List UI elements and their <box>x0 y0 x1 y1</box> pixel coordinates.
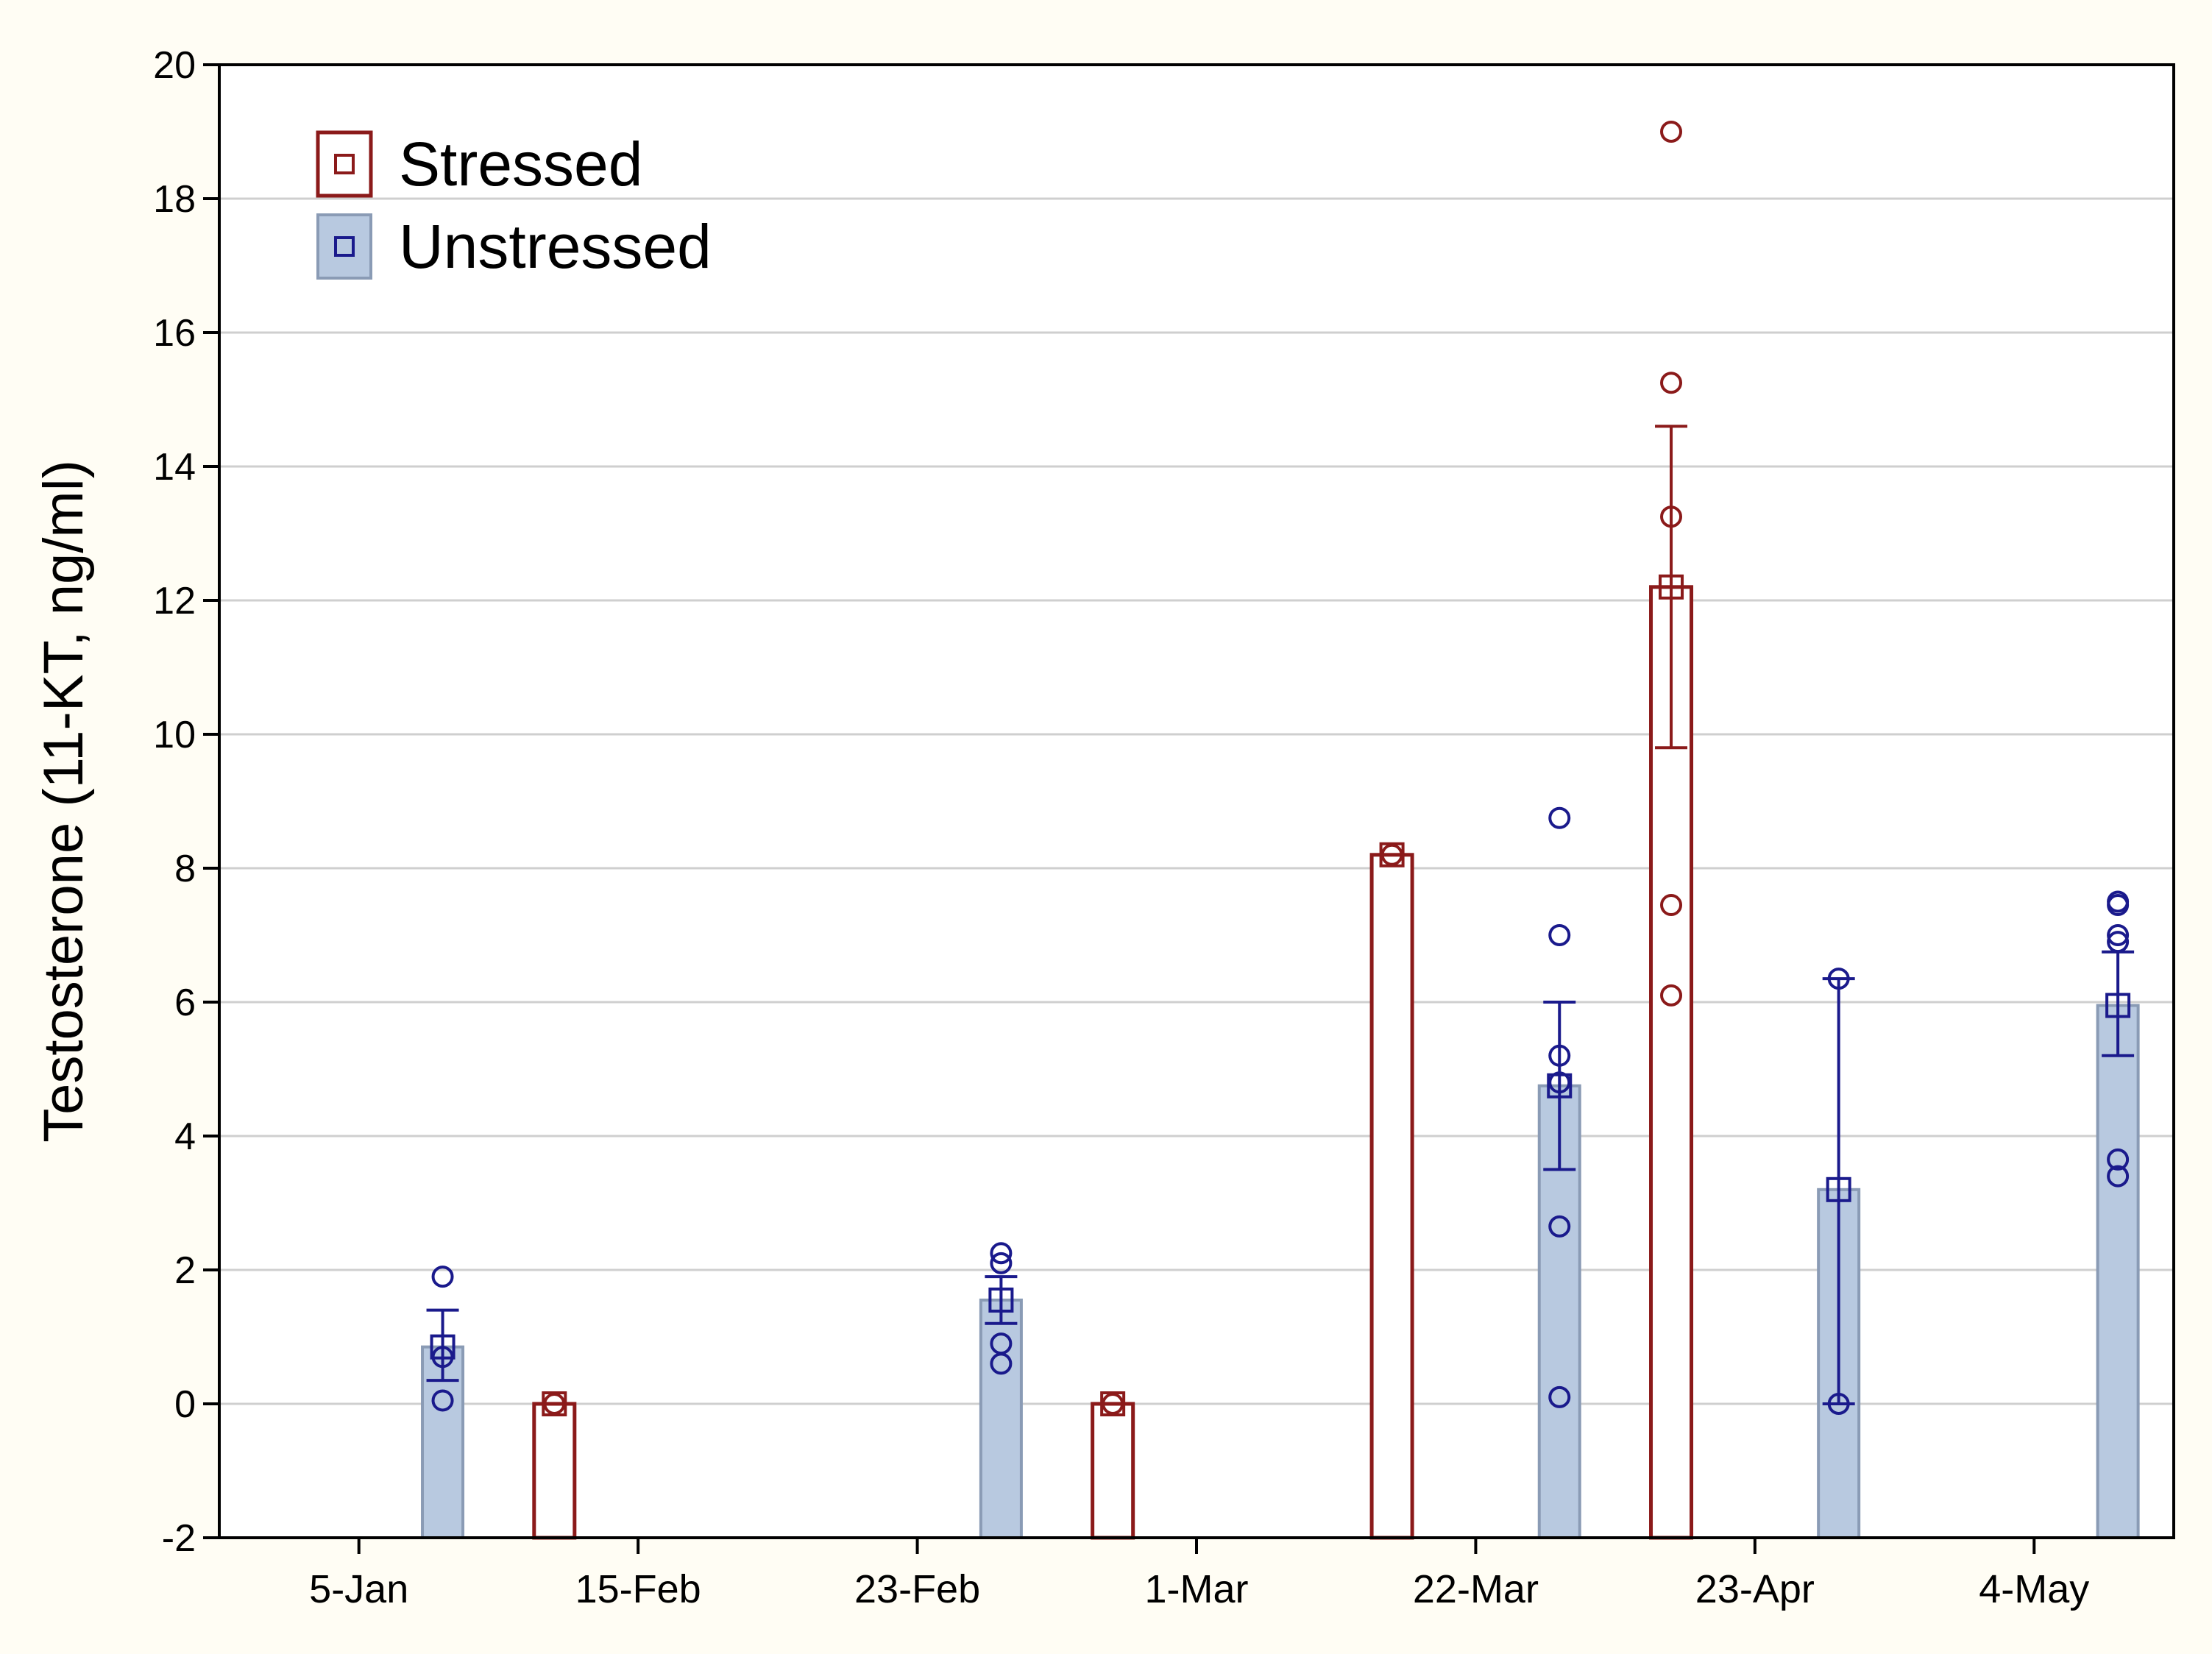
mean-marker-unstressed <box>988 1287 1014 1313</box>
legend-label-unstressed: Unstressed <box>399 212 712 281</box>
data-point-unstressed <box>2107 894 2130 917</box>
data-point-unstressed <box>2107 1148 2130 1171</box>
data-point-unstressed <box>990 1242 1013 1265</box>
mean-marker-stressed <box>1379 842 1405 867</box>
data-point-unstressed <box>1827 1393 1850 1415</box>
legend-swatch-stressed <box>316 130 373 198</box>
data-point-unstressed <box>990 1252 1013 1274</box>
legend-label-stressed: Stressed <box>399 129 643 199</box>
data-point-unstressed <box>2107 1165 2130 1188</box>
mean-marker-unstressed <box>430 1334 455 1360</box>
legend-marker-stressed <box>334 154 355 174</box>
bar-stressed <box>532 1402 577 1540</box>
data-point-stressed <box>1660 505 1683 528</box>
y-tick-label: 20 <box>153 44 196 87</box>
bar-stressed <box>1369 853 1414 1540</box>
x-tick-label: 15-Feb <box>575 1567 701 1611</box>
data-point-unstressed <box>1827 968 1850 990</box>
data-point-unstressed <box>1548 1044 1571 1067</box>
x-tick-label: 23-Feb <box>854 1567 980 1611</box>
data-point-unstressed <box>431 1389 454 1412</box>
bar-unstressed <box>2096 1004 2140 1540</box>
y-tick-label: 16 <box>153 312 196 355</box>
data-point-unstressed <box>1548 924 1571 946</box>
y-tick-label: 8 <box>174 848 196 890</box>
y-tick-label: 18 <box>153 178 196 221</box>
y-tick-label: 4 <box>174 1115 196 1158</box>
y-axis-label: Testosterone (11-KT, ng/ml) <box>32 460 95 1143</box>
data-point-stressed <box>1660 372 1683 394</box>
mean-marker-stressed <box>1659 574 1684 600</box>
legend: Stressed Unstressed <box>316 129 712 281</box>
legend-item-stressed: Stressed <box>316 129 643 199</box>
mean-marker-stressed <box>542 1391 567 1416</box>
legend-marker-unstressed <box>334 236 355 257</box>
x-tick-label: 4-May <box>1979 1567 2089 1611</box>
data-point-stressed <box>1660 894 1683 917</box>
y-axis-ticks: -2 0 2 4 6 8 10 12 14 16 18 20 <box>153 44 219 1560</box>
x-axis-ticks: 5-Jan 15-Feb 23-Feb 1-Mar 22-Mar 23-Apr 4-May <box>309 1538 2089 1611</box>
data-point-unstressed <box>990 1352 1013 1375</box>
x-tick-label: 1-Mar <box>1144 1567 1248 1611</box>
mean-marker-stressed <box>1100 1391 1126 1416</box>
x-tick-label: 5-Jan <box>309 1567 408 1611</box>
data-point-unstressed <box>431 1266 454 1288</box>
error-bars <box>426 425 2135 1405</box>
data-point-unstressed <box>1548 1385 1571 1408</box>
mean-marker-unstressed <box>2105 993 2131 1018</box>
bar-stressed <box>1091 1402 1135 1540</box>
mean-marker-unstressed <box>1826 1176 1851 1202</box>
data-point-unstressed <box>1548 1215 1571 1238</box>
x-tick-label: 23-Apr <box>1695 1567 1815 1611</box>
legend-swatch-unstressed <box>316 213 372 280</box>
y-tick-label: 12 <box>153 580 196 622</box>
y-tick-label: 14 <box>153 446 196 489</box>
y-tick-label: -2 <box>162 1517 196 1560</box>
data-point-unstressed <box>2107 931 2130 954</box>
data-point-stressed <box>1660 121 1683 143</box>
data-point-unstressed <box>1548 806 1571 829</box>
data-point-unstressed <box>2107 924 2130 946</box>
mean-markers <box>430 574 2131 1416</box>
plot-area-background <box>219 65 2174 1538</box>
x-tick-label: 22-Mar <box>1413 1567 1539 1611</box>
gridlines <box>219 197 2174 1405</box>
y-tick-label: 0 <box>174 1383 196 1426</box>
y-tick-label: 2 <box>174 1249 196 1292</box>
y-tick-label: 6 <box>174 982 196 1024</box>
y-tick-label: 10 <box>153 714 196 756</box>
legend-item-unstressed: Unstressed <box>316 212 712 281</box>
data-point-stressed <box>1660 984 1683 1007</box>
bar-unstressed <box>979 1298 1023 1539</box>
mean-marker-unstressed <box>1547 1073 1573 1098</box>
